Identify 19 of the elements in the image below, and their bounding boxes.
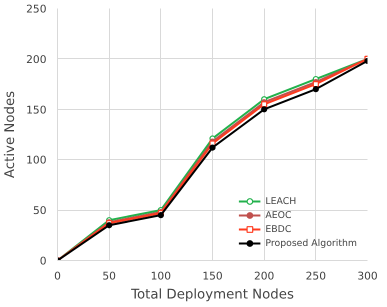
x-tick-label: 100 bbox=[150, 270, 172, 282]
y-tick-label: 50 bbox=[32, 204, 47, 218]
legend-label: LEACH bbox=[265, 194, 296, 208]
legend-label: Proposed Algorithm bbox=[265, 236, 357, 250]
x-tick-label: 0 bbox=[54, 270, 62, 282]
y-tick-label: 250 bbox=[26, 2, 47, 16]
x-tick-label: 50 bbox=[102, 270, 116, 282]
x-tick-label: 200 bbox=[254, 270, 275, 282]
y-tick-label: 200 bbox=[26, 52, 47, 66]
x-axis-title: Total Deployment Nodes bbox=[130, 288, 294, 302]
x-tick-label: 250 bbox=[306, 270, 326, 282]
legend-label: AEOC bbox=[265, 208, 292, 222]
y-axis-title: Active Nodes bbox=[3, 90, 18, 178]
x-tick-label: 300 bbox=[357, 270, 378, 282]
y-tick-label: 0 bbox=[40, 254, 47, 268]
legend-label: EBDC bbox=[265, 222, 292, 236]
y-tick-label: 100 bbox=[26, 154, 47, 167]
x-tick-label: 150 bbox=[202, 270, 223, 282]
y-tick-label: 150 bbox=[26, 103, 47, 116]
